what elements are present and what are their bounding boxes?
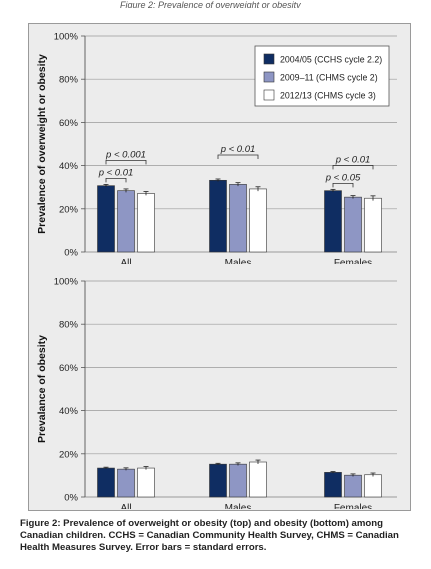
y-tick-label: 40% <box>59 406 79 417</box>
category-label-females: Females <box>334 503 372 509</box>
bar-all-series-1 <box>117 468 135 498</box>
y-tick-label: 60% <box>59 118 79 129</box>
significance-bracket <box>105 159 147 165</box>
chart-obesity: 0% 20% 40% 60% 80% 100% Prevalance of obesity A… <box>36 277 397 509</box>
significance-label: p < 0.01 <box>220 144 256 155</box>
bar-males-series-1 <box>229 184 247 253</box>
y-tick-label: 20% <box>59 449 79 460</box>
significance-bracket <box>105 177 127 183</box>
legend-swatch-0 <box>263 53 275 65</box>
bar-females-series-2 <box>364 197 382 253</box>
y-tick-label: 0% <box>64 493 78 504</box>
bar-males-series-1 <box>229 463 247 498</box>
significance-bracket <box>217 154 259 159</box>
bar-all-series-1 <box>117 190 135 253</box>
significance-label: p < 0.01 <box>98 167 134 178</box>
bar-males-series-2 <box>249 188 267 253</box>
significance-label: p < 0.01 <box>335 154 371 165</box>
figure-frame: 0% 20% 40% 60% 80% 100% Prevalence of overweig… <box>28 23 411 511</box>
bar-females-series-2 <box>364 474 382 498</box>
y-tick-label: 60% <box>59 363 79 374</box>
bar-all-series-0 <box>97 185 115 253</box>
y-tick-label: 20% <box>59 204 79 215</box>
y-tick-label: 40% <box>59 161 79 172</box>
legend-box <box>254 45 390 107</box>
y-tick-label: 80% <box>59 75 79 86</box>
legend-entry-0: 2004/05 (CCHS cycle 2.2) <box>280 55 382 65</box>
category-label-males: Males <box>225 258 252 264</box>
bar-all-series-0 <box>97 467 115 498</box>
category-label-females: Females <box>334 258 372 264</box>
bar-males-series-2 <box>249 461 267 498</box>
chart-overweight-obesity: 0% 20% 40% 60% 80% 100% Prevalence of overweig… <box>36 32 397 264</box>
page-header-fragment: Figure 2: Prevalence of overweight or ob… <box>120 0 301 8</box>
legend-swatch-1 <box>263 71 275 83</box>
bar-males-series-0 <box>209 179 227 253</box>
bar-females-series-0 <box>324 472 342 498</box>
y-tick-label: 80% <box>59 320 79 331</box>
category-label-males: Males <box>225 503 252 509</box>
category-label-all: All <box>120 503 131 509</box>
significance-bracket <box>332 164 374 170</box>
significance-label: p < 0.001 <box>105 149 146 160</box>
category-label-all: All <box>120 258 131 264</box>
significance-label: p < 0.05 <box>325 172 361 183</box>
y-axis-title: Prevalance of obesity <box>36 335 48 443</box>
legend-swatch-2 <box>263 89 275 101</box>
bar-all-series-2 <box>137 467 155 498</box>
legend-entry-2: 2012/13 (CHMS cycle 3) <box>280 91 376 101</box>
bar-females-series-0 <box>324 190 342 253</box>
significance-bracket <box>332 182 354 188</box>
y-tick-label: 100% <box>54 277 79 288</box>
figure-caption: Figure 2: Prevalence of overweight or ob… <box>20 518 399 554</box>
y-axis-title: Prevalence of overweight or obesity <box>36 54 48 234</box>
y-tick-label: 100% <box>54 32 79 43</box>
y-tick-label: 0% <box>64 248 78 259</box>
bar-females-series-1 <box>344 196 362 253</box>
bar-all-series-2 <box>137 193 155 253</box>
bar-females-series-1 <box>344 474 362 498</box>
bar-males-series-0 <box>209 463 227 498</box>
legend-entry-1: 2009–11 (CHMS cycle 2) <box>280 73 378 83</box>
